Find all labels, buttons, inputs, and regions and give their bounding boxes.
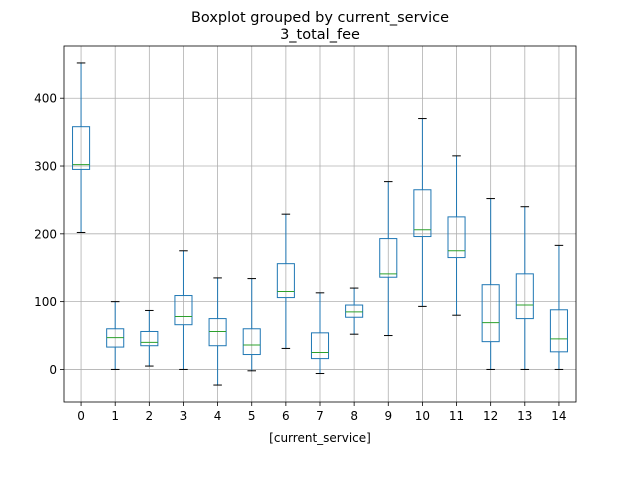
box-group-1 [106,301,125,370]
box-group-13 [515,206,534,370]
x-tick-label: 6 [282,409,290,423]
x-tick-label: 12 [483,409,498,423]
box-group-3 [174,250,193,370]
y-tick-label: 400 [34,92,57,106]
x-tick-label: 11 [449,409,464,423]
box-iqr [208,318,227,347]
x-tick-label: 7 [316,409,324,423]
box-iqr [140,330,159,347]
box-group-8 [345,287,364,335]
y-tick-label: 0 [49,363,57,377]
x-tick-label: 13 [517,409,532,423]
boxes-layer [72,62,568,386]
x-axis-label: [current_service] [269,431,371,445]
x-tick-label: 4 [214,409,222,423]
box-group-10 [413,118,432,307]
box-iqr [379,238,398,278]
box-iqr [413,189,432,238]
box-group-7 [310,292,330,375]
box-iqr [481,284,500,343]
x-tick-label: 5 [248,409,256,423]
chart-subtitle: 3_total_fee [280,27,360,43]
plot-frame [63,45,577,403]
box-iqr [549,309,568,353]
box-iqr [515,273,534,320]
box-group-0 [72,62,91,233]
y-tick-label: 300 [34,160,57,174]
box-iqr [345,304,364,318]
y-tick-label: 100 [34,295,57,309]
x-tick-label: 10 [415,409,430,423]
x-tick-label: 3 [180,409,188,423]
box-group-6 [276,213,295,349]
x-tick-label: 0 [77,409,85,423]
x-tick-label: 1 [111,409,119,423]
box-group-9 [379,181,398,337]
chart-title: Boxplot grouped by current_service [191,10,449,26]
box-group-11 [447,155,466,316]
x-tick-label: 8 [350,409,358,423]
box-group-5 [242,278,261,372]
box-group-4 [208,277,227,386]
x-tick-label: 9 [384,409,392,423]
grid-lines [64,46,576,402]
box-iqr [72,126,91,170]
box-iqr [447,216,466,259]
box-iqr [174,295,193,326]
box-iqr [242,328,261,356]
box-group-14 [549,244,568,370]
y-tick-label: 200 [34,227,57,241]
box-iqr [276,263,295,299]
x-tick-label: 14 [551,409,566,423]
box-iqr [310,332,330,360]
box-group-2 [140,309,159,367]
x-tick-label: 2 [146,409,154,423]
box-group-12 [481,198,500,370]
